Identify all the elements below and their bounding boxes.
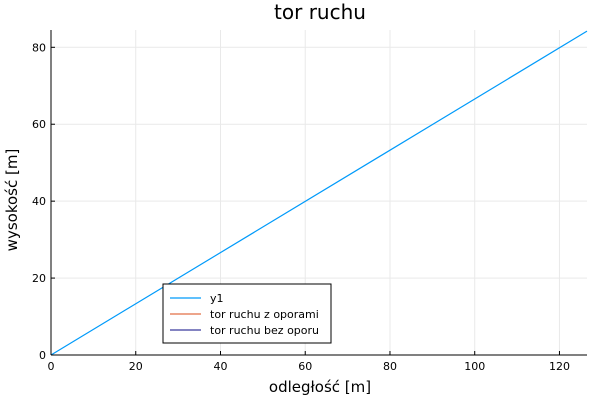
axes — [50, 30, 587, 356]
y-tick-label: 20 — [32, 272, 46, 285]
legend-label-1: y1 — [210, 292, 224, 305]
y-axis-label: wysokość [m] — [3, 149, 21, 252]
x-tick-label: 20 — [129, 360, 143, 373]
x-tick-label: 0 — [48, 360, 55, 373]
legend-label-2: tor ruchu z oporami — [210, 308, 319, 321]
x-tick-label: 60 — [298, 360, 312, 373]
series-layer — [50, 30, 588, 356]
legend-label-3: tor ruchu bez oporu — [210, 324, 319, 337]
x-tick-label: 100 — [464, 360, 485, 373]
grid — [50, 30, 587, 356]
x-tick-label: 120 — [549, 360, 570, 373]
y-tick-label: 60 — [32, 118, 46, 131]
legend: y1 tor ruchu z oporami tor ruchu bez oporu — [162, 283, 332, 344]
y-tick-label: 80 — [32, 41, 46, 54]
y-tick-label: 40 — [32, 195, 46, 208]
y-tick-label: 0 — [39, 349, 46, 362]
series-line-1 — [50, 30, 588, 356]
chart-title: tor ruchu — [274, 0, 366, 24]
x-tick-label: 80 — [383, 360, 397, 373]
x-axis-label: odległość [m] — [269, 378, 371, 396]
tick-labels: 0 20 40 60 80 100 120 0 20 40 60 80 — [32, 41, 570, 373]
x-tick-label: 40 — [213, 360, 227, 373]
